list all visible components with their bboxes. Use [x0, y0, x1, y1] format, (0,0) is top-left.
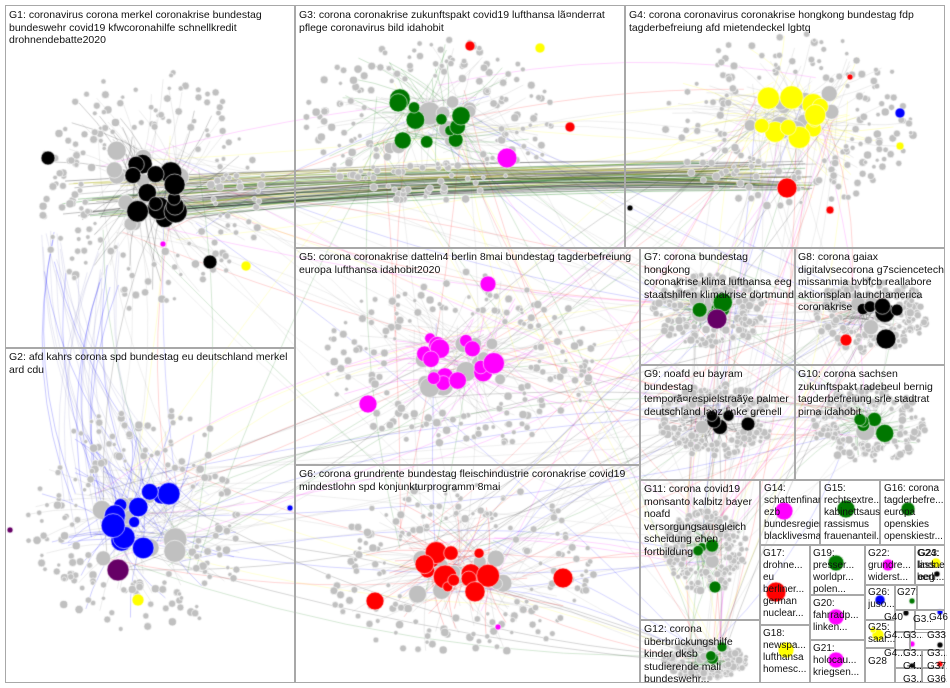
group-panel: [810, 545, 865, 595]
group-panel: [895, 585, 917, 610]
group-panel: [895, 610, 915, 632]
group-panel: [810, 595, 865, 640]
group-panel: [895, 632, 910, 650]
group-panel: [640, 620, 760, 683]
group-panel: [295, 465, 640, 683]
group-panel: [915, 545, 945, 585]
group-panel: [640, 248, 795, 365]
group-panel: [625, 5, 945, 248]
group-panel: [880, 480, 945, 545]
group-panel: [760, 625, 810, 683]
group-panel: [640, 365, 795, 480]
group-panel: [895, 668, 922, 683]
group-panel: [895, 650, 922, 668]
group-panel: [295, 5, 625, 248]
group-panel: [5, 348, 295, 683]
group-panel: [820, 480, 880, 545]
group-panel: [915, 610, 945, 630]
group-panel: [5, 5, 295, 348]
group-panel: [910, 632, 945, 650]
group-panel: [810, 640, 865, 683]
group-panel: [865, 585, 895, 620]
group-panel: [917, 585, 945, 610]
group-panel: [922, 650, 945, 668]
group-panel: [865, 545, 915, 585]
group-panel: [795, 365, 945, 480]
group-panel: [295, 248, 640, 465]
group-panel: [640, 480, 760, 620]
group-panel: [865, 620, 895, 648]
group-panel: [795, 248, 945, 365]
group-panel: [865, 648, 895, 683]
group-panel: [760, 545, 810, 625]
group-panel: [760, 480, 820, 545]
group-panel: [922, 668, 945, 683]
